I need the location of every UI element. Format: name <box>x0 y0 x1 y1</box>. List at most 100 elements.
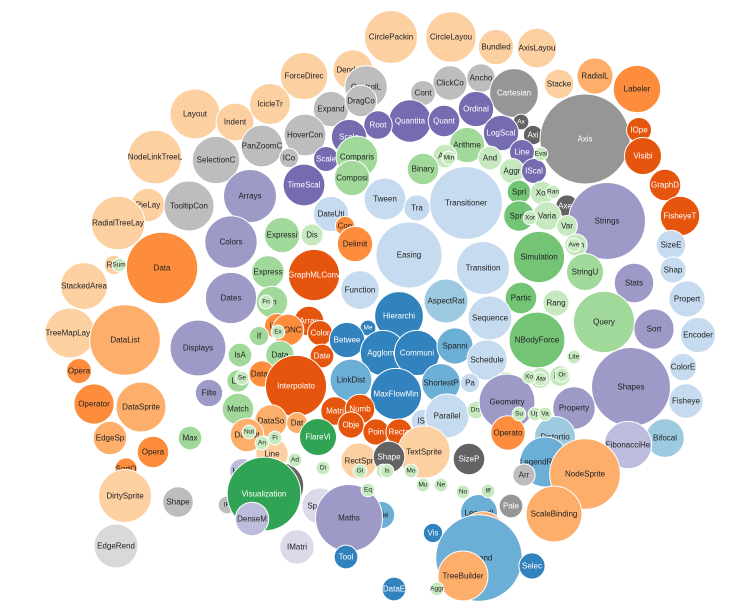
bubble-circle[interactable] <box>93 523 139 569</box>
bubble-simulation[interactable]: Simulation <box>512 230 566 284</box>
bubble-displays[interactable]: Displays <box>169 319 227 377</box>
bubble-circle[interactable] <box>44 307 96 359</box>
bubble-composi[interactable]: Composi <box>333 159 371 197</box>
bubble-circle[interactable] <box>125 231 199 305</box>
bubble-pale[interactable]: Pale <box>498 493 524 519</box>
bubble-selec[interactable]: Selec <box>518 552 546 580</box>
bubble-circle[interactable] <box>169 88 221 140</box>
bubble-circle[interactable] <box>406 152 440 186</box>
bubble-eval[interactable]: Eval <box>533 146 549 162</box>
bubble-circle[interactable] <box>403 194 431 222</box>
bubble-circle[interactable] <box>659 256 687 284</box>
bubble-circle[interactable] <box>490 415 526 451</box>
bubble-circle[interactable] <box>127 129 183 185</box>
bubble-graphmlconv[interactable]: GraphMLConv <box>287 248 341 302</box>
bubble-or[interactable]: Or <box>554 367 570 383</box>
bubble-circle[interactable] <box>516 27 558 69</box>
bubble-circle[interactable] <box>336 225 374 263</box>
bubble-tween[interactable]: Tween <box>363 177 407 221</box>
bubble-linkdist[interactable]: LinkDist <box>329 358 373 402</box>
bubble-circle[interactable] <box>542 289 570 317</box>
bubble-circle[interactable] <box>111 257 127 273</box>
bubble-circle[interactable] <box>554 367 570 383</box>
bubble-circle[interactable] <box>388 99 432 143</box>
bubble-mu[interactable]: Mu <box>415 477 431 493</box>
bubble-nbodyforce[interactable]: NBodyForce <box>508 311 566 369</box>
bubble-circle[interactable] <box>477 28 515 66</box>
bubble-expressi[interactable]: Expressi <box>263 216 301 254</box>
bubble-fisheyet[interactable]: FisheyeT <box>659 195 701 237</box>
bubble-circle[interactable] <box>204 215 258 269</box>
bubble-rang[interactable]: Rang <box>542 289 570 317</box>
bubble-circle[interactable] <box>612 64 662 114</box>
bubble-mo[interactable]: Mo <box>403 463 419 479</box>
bubble-circle[interactable] <box>204 271 258 325</box>
bubble-circle[interactable] <box>278 147 300 169</box>
bubble-circle[interactable] <box>659 195 701 237</box>
bubble-circle[interactable] <box>267 430 283 446</box>
bubble-scalebinding[interactable]: ScaleBinding <box>525 485 583 543</box>
bubble-circle[interactable] <box>379 463 395 479</box>
bubble-circle[interactable] <box>511 406 527 422</box>
bubble-circle[interactable] <box>279 529 315 565</box>
bubble-labeler[interactable]: Labeler <box>612 64 662 114</box>
bubble-circle[interactable] <box>333 544 359 570</box>
bubble-circle[interactable] <box>287 248 341 302</box>
bubble-circle[interactable] <box>328 321 366 359</box>
bubble-betwee[interactable]: Betwee <box>328 321 366 359</box>
bubble-circle[interactable] <box>169 319 227 377</box>
bubble-root[interactable]: Root <box>363 110 393 140</box>
bubble-circle[interactable] <box>668 280 706 318</box>
bubble-circle[interactable] <box>543 68 575 100</box>
bubble-circle[interactable] <box>441 150 457 166</box>
bubble-circle[interactable] <box>423 278 469 324</box>
bubble-circle[interactable] <box>234 501 270 537</box>
bubble-visibi[interactable]: Visibi <box>623 136 663 176</box>
bubble-circle[interactable] <box>521 158 547 184</box>
bubble-circle[interactable] <box>566 237 582 253</box>
bubble-clickco[interactable]: ClickCo <box>432 65 468 101</box>
bubble-colore[interactable]: ColorE <box>668 352 698 382</box>
bubble-aspectrat[interactable]: AspectRat <box>423 278 469 324</box>
bubble-ran[interactable]: Ran <box>545 184 561 200</box>
bubble-circle[interactable] <box>556 215 578 237</box>
bubble-circle[interactable] <box>337 411 365 439</box>
bubble-circle[interactable] <box>315 460 331 476</box>
bubble-no[interactable]: No <box>455 484 471 500</box>
bubble-circle[interactable] <box>254 435 270 451</box>
bubble-dirtysprite[interactable]: DirtySprite <box>98 469 152 523</box>
bubble-circle[interactable] <box>298 417 338 457</box>
bubble-iscal[interactable]: IScal <box>521 158 547 184</box>
bubble-circle[interactable] <box>375 221 443 289</box>
bubble-circle[interactable] <box>381 576 407 602</box>
bubble-circle[interactable] <box>307 320 333 346</box>
bubble-lite[interactable]: Lite <box>566 349 582 365</box>
bubble-circle[interactable] <box>512 463 536 487</box>
bubble-circle[interactable] <box>163 180 215 232</box>
bubble-arrays[interactable]: Arrays <box>223 169 277 223</box>
bubble-circle[interactable] <box>668 352 698 382</box>
bubble-circle[interactable] <box>241 424 257 440</box>
bubble-encoder[interactable]: Encoder <box>679 316 717 354</box>
bubble-quantita[interactable]: Quantita <box>388 99 432 143</box>
bubble-circle[interactable] <box>403 463 419 479</box>
bubble-circle[interactable] <box>455 484 471 500</box>
bubble-xor[interactable]: Xor <box>522 210 538 226</box>
bubble-circle[interactable] <box>452 442 486 476</box>
bubble-circle[interactable] <box>60 262 108 310</box>
bubble-transition[interactable]: Transition <box>456 241 510 295</box>
bubble-circle[interactable] <box>215 102 255 142</box>
bubble-circle[interactable] <box>162 486 194 518</box>
bubble-ico[interactable]: ICo <box>278 147 300 169</box>
bubble-circle[interactable] <box>433 477 449 493</box>
bubble-iff[interactable]: Iff <box>480 483 496 499</box>
bubble-circle[interactable] <box>522 210 538 226</box>
bubble-circle[interactable] <box>98 469 152 523</box>
bubble-axis[interactable]: Axis <box>539 93 631 185</box>
bubble-circle[interactable] <box>313 146 339 172</box>
bubble-circle[interactable] <box>115 381 167 433</box>
bubble-treemaplayo[interactable]: TreeMapLayo <box>44 307 96 359</box>
bubble-var[interactable]: Var <box>556 215 578 237</box>
bubble-imatri[interactable]: IMatri <box>279 529 315 565</box>
bubble-circle[interactable] <box>363 177 407 221</box>
